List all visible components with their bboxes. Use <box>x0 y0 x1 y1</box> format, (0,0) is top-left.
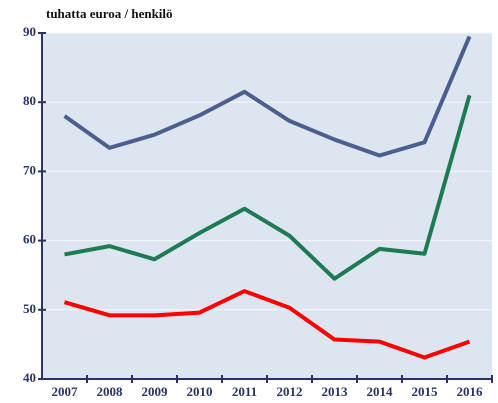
data-line <box>64 94 472 281</box>
x-tick-label: 2013 <box>322 384 349 399</box>
y-tick-label: 80 <box>23 93 36 108</box>
x-tick-label: 2014 <box>367 384 394 399</box>
x-tick-label: 2007 <box>52 384 79 399</box>
plot-area <box>42 33 492 379</box>
y-axis-label: tuhatta euroa / henkilö <box>46 6 173 21</box>
x-tick-label: 2009 <box>142 384 169 399</box>
y-tick-label: 60 <box>23 232 36 247</box>
y-tick-label: 90 <box>23 24 36 39</box>
data-line <box>63 35 472 158</box>
data-line <box>63 289 471 360</box>
x-tick-label: 2008 <box>97 384 124 399</box>
y-tick-label: 70 <box>23 162 36 177</box>
x-tick-label: 2016 <box>457 384 484 399</box>
x-tick-label: 2015 <box>412 384 439 399</box>
y-tick-label: 40 <box>23 370 36 385</box>
x-tick-label: 2012 <box>277 384 303 399</box>
x-tick-label: 2010 <box>187 384 213 399</box>
y-tick-label: 50 <box>23 301 36 316</box>
x-tick-label: 2011 <box>232 384 257 399</box>
